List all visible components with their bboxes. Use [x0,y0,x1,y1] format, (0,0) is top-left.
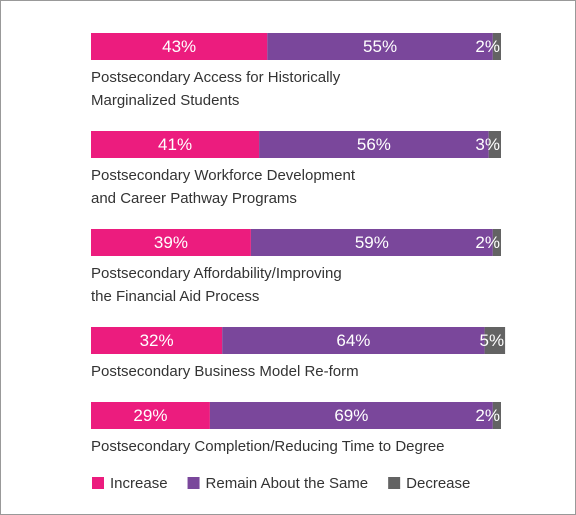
value-label: 69% [334,406,368,425]
bar-segment [259,131,489,158]
category-label: the Financial Aid Process [91,288,259,305]
bar-segment [91,33,268,60]
bar-segment [488,131,501,158]
bar-segment [209,402,493,429]
value-label: 59% [355,233,389,252]
bar-segment [91,402,210,429]
category-label: Postsecondary Workforce Development [91,167,356,184]
bar-segment [492,229,501,256]
bar-segment [91,131,260,158]
legend-swatch [92,477,104,489]
legend-swatch [388,477,401,489]
value-label: 64% [336,331,370,350]
legend-label: Remain About the Same [206,475,369,492]
value-label: 32% [140,331,174,350]
bar-segment [91,229,251,256]
value-label: 39% [154,233,188,252]
value-label: 55% [363,37,397,56]
category-label: Postsecondary Business Model Re-form [91,363,359,380]
value-label: 5% [480,331,505,350]
legend-label: Decrease [406,475,470,492]
value-label: 2% [475,37,500,56]
bar-segment [492,33,501,60]
bar-segment [250,229,493,256]
bar-segment [91,327,223,354]
value-label: 29% [133,406,167,425]
category-label: Postsecondary Affordability/Improving [91,265,342,282]
bar-segment [492,402,501,429]
value-label: 2% [475,233,500,252]
bar-segment [484,327,506,354]
category-label: Marginalized Students [91,92,239,109]
bar-segment [222,327,485,354]
value-label: 2% [475,406,500,425]
value-label: 41% [158,135,192,154]
bar-segment [267,33,493,60]
legend-swatch [187,477,200,489]
category-label: Postsecondary Completion/Reducing Time t… [91,438,445,455]
category-label: Postsecondary Access for Historically [91,69,341,86]
value-label: 56% [357,135,391,154]
value-label: 3% [475,135,500,154]
category-label: and Career Pathway Programs [91,190,297,207]
value-label: 43% [162,37,196,56]
legend-label: Increase [110,475,168,492]
